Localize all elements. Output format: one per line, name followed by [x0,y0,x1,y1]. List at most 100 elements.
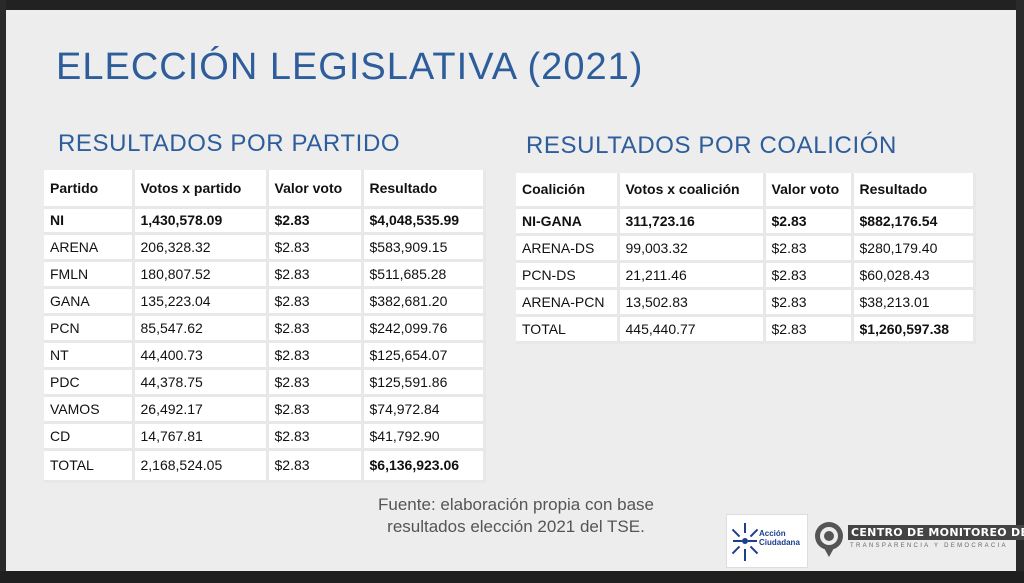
total-label: TOTAL [44,449,135,483]
total-result: $1,260,597.38 [852,315,976,344]
accion-line-1: Acción [759,529,786,538]
column-header-party: Partido [44,170,135,209]
coalition-results-table: Coalición Votos x coalición Valor voto R… [516,173,976,344]
coalition-votes: 21,211.46 [618,261,766,290]
window-frame-left [0,0,6,583]
coalition-votes: 311,723.16 [618,207,766,236]
coalition-name: NI-GANA [516,207,620,236]
party-votes: 135,223.04 [133,287,269,317]
party-name: GANA [44,287,135,317]
table-row: VAMOS 26,492.17 $2.83 $74,972.84 [44,395,486,424]
table-header-row: Coalición Votos x coalición Valor voto R… [516,173,976,209]
accion-ciudadana-text: Acción Ciudadana [759,529,800,547]
party-results-table: Partido Votos x partido Valor voto Resul… [44,170,486,483]
table-row: FMLN 180,807.52 $2.83 $511,685.28 [44,260,486,290]
window-frame-bottom [0,571,1024,583]
party-vote-value: $2.83 [267,314,364,343]
party-vote-value: $2.83 [267,395,364,424]
total-votes: 445,440.77 [618,315,766,344]
party-result: $511,685.28 [362,260,486,290]
total-vote-value: $2.83 [764,315,854,344]
presentation-slide: ELECCIÓN LEGISLATIVA (2021) RESULTADOS P… [6,10,1024,571]
column-header-coalition: Coalición [516,173,620,209]
party-result: $4,048,535.99 [362,207,486,236]
table-row: CD 14,767.81 $2.83 $41,792.90 [44,422,486,451]
party-section-title: RESULTADOS POR PARTIDO [58,130,401,157]
coalition-name: ARENA-PCN [516,288,620,317]
column-header-votes: Votos x partido [133,170,269,209]
total-label: TOTAL [516,315,620,344]
coalition-section-title: RESULTADOS POR COALICIÓN [526,132,897,159]
table-row: PCN 85,547.62 $2.83 $242,099.76 [44,314,486,343]
party-votes: 85,547.62 [133,314,269,343]
table-total-row: TOTAL 445,440.77 $2.83 $1,260,597.38 [516,315,976,344]
party-vote-value: $2.83 [267,341,364,370]
centro-monitoreo-logo: CENTRO DE MONITOREO DE TRANSPARENCIA Y D… [812,516,1024,564]
table-row: ARENA-DS 99,003.32 $2.83 $280,179.40 [516,234,976,263]
party-result: $125,591.86 [362,368,486,397]
location-pin-icon [815,522,843,557]
coalition-result: $60,028.43 [852,261,976,290]
coalition-vote-value: $2.83 [764,288,854,317]
coalition-votes: 13,502.83 [618,288,766,317]
table-row: PDC 44,378.75 $2.83 $125,591.86 [44,368,486,397]
party-name: PDC [44,368,135,397]
party-votes: 26,492.17 [133,395,269,424]
party-vote-value: $2.83 [267,233,364,263]
table-row: NT 44,400.73 $2.83 $125,654.07 [44,341,486,370]
coalition-name: ARENA-DS [516,234,620,263]
party-vote-value: $2.83 [267,260,364,290]
total-result: $6,136,923.06 [362,449,486,483]
party-result: $74,972.84 [362,395,486,424]
party-votes: 14,767.81 [133,422,269,451]
party-votes: 206,328.32 [133,233,269,263]
party-vote-value: $2.83 [267,422,364,451]
table-row: ARENA-PCN 13,502.83 $2.83 $38,213.01 [516,288,976,317]
coalition-result: $882,176.54 [852,207,976,236]
party-name: NT [44,341,135,370]
source-line-2: resultados elección 2021 del TSE. [387,517,645,536]
party-votes: 44,378.75 [133,368,269,397]
coalition-result: $280,179.40 [852,234,976,263]
column-header-votes: Votos x coalición [618,173,766,209]
party-vote-value: $2.83 [267,368,364,397]
column-header-vote-value: Valor voto [267,170,364,209]
accion-ciudadana-mark-icon [731,523,759,561]
party-result: $41,792.90 [362,422,486,451]
accion-line-2: Ciudadana [759,538,800,547]
party-vote-value: $2.83 [267,287,364,317]
total-votes: 2,168,524.05 [133,449,269,483]
party-votes: 44,400.73 [133,341,269,370]
source-note: Fuente: elaboración propia con base resu… [306,494,726,538]
coalition-vote-value: $2.83 [764,207,854,236]
party-name: VAMOS [44,395,135,424]
total-vote-value: $2.83 [267,449,364,483]
table-row: NI-GANA 311,723.16 $2.83 $882,176.54 [516,207,976,236]
coalition-name: PCN-DS [516,261,620,290]
party-result: $125,654.07 [362,341,486,370]
window-frame-top [0,0,1024,10]
window-frame-right [1016,0,1024,583]
table-row: ARENA 206,328.32 $2.83 $583,909.15 [44,233,486,263]
table-row: GANA 135,223.04 $2.83 $382,681.20 [44,287,486,317]
coalition-vote-value: $2.83 [764,261,854,290]
table-total-row: TOTAL 2,168,524.05 $2.83 $6,136,923.06 [44,449,486,483]
accion-ciudadana-logo: Acción Ciudadana [726,514,808,568]
column-header-vote-value: Valor voto [764,173,854,209]
coalition-vote-value: $2.83 [764,234,854,263]
centro-monitoreo-name: CENTRO DE MONITOREO DE [848,525,1024,540]
slide-title: ELECCIÓN LEGISLATIVA (2021) [56,46,644,88]
coalition-result: $38,213.01 [852,288,976,317]
party-name: ARENA [44,233,135,263]
party-votes: 1,430,578.09 [133,207,269,236]
table-header-row: Partido Votos x partido Valor voto Resul… [44,170,486,209]
party-result: $382,681.20 [362,287,486,317]
party-vote-value: $2.83 [267,207,364,236]
table-row: PCN-DS 21,211.46 $2.83 $60,028.43 [516,261,976,290]
party-result: $242,099.76 [362,314,486,343]
party-name: PCN [44,314,135,343]
party-result: $583,909.15 [362,233,486,263]
column-header-result: Resultado [852,173,976,209]
coalition-votes: 99,003.32 [618,234,766,263]
table-row: NI 1,430,578.09 $2.83 $4,048,535.99 [44,207,486,236]
